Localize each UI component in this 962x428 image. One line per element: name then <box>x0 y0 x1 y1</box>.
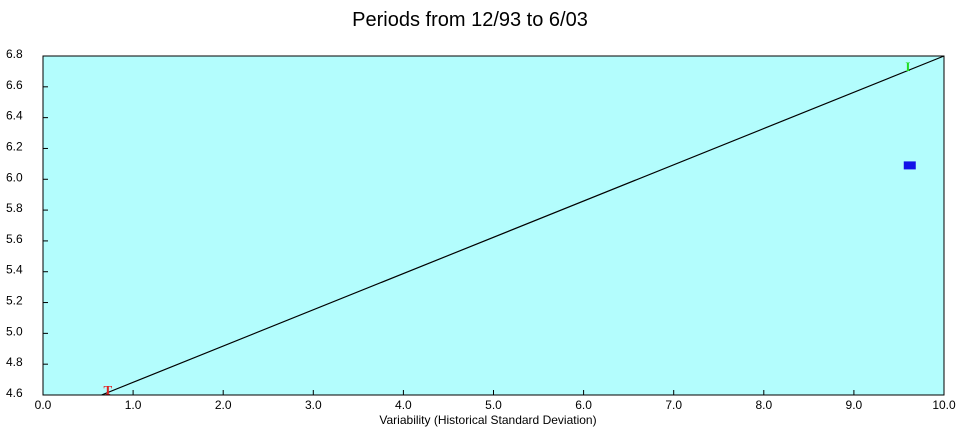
x-tick-label: 2.0 <box>215 398 232 412</box>
x-axis-label: Variability (Historical Standard Deviati… <box>379 413 596 427</box>
y-tick-label: 6.2 <box>6 139 23 153</box>
x-tick-label: 7.0 <box>665 398 682 412</box>
y-tick-label: 6.8 <box>6 47 23 61</box>
y-tick-label: 6.6 <box>6 78 23 92</box>
x-tick-label: 5.0 <box>485 398 502 412</box>
x-tick-label: 8.0 <box>755 398 772 412</box>
y-tick-label: 5.6 <box>6 232 23 246</box>
series-layer: TI <box>101 55 945 397</box>
x-tick-label: 10.0 <box>932 398 956 412</box>
reference-line <box>101 55 945 396</box>
chart-title: Periods from 12/93 to 6/03 <box>352 9 588 31</box>
data-point-t: T <box>104 382 113 397</box>
y-tick-label: 6.4 <box>6 109 23 123</box>
y-tick-label: 6.0 <box>6 170 23 184</box>
plot-area <box>42 55 945 396</box>
y-axis: 4.6 4.8 5.0 5.2 5.4 5.6 5.8 6.0 6.2 6.4 6.6 6.8 <box>6 47 48 400</box>
y-tick-label: 4.8 <box>6 355 23 369</box>
x-tick-label: 6.0 <box>575 398 592 412</box>
x-tick-label: 3.0 <box>305 398 322 412</box>
y-tick-label: 5.2 <box>6 294 23 308</box>
x-tick-label: 1.0 <box>125 398 142 412</box>
x-axis: 0.0 1.0 2.0 3.0 4.0 5.0 6.0 7.0 8.0 9.0 10.0 <box>35 390 956 412</box>
y-tick-label: 5.4 <box>6 263 23 277</box>
data-point-square <box>903 161 916 170</box>
x-tick-label: 4.0 <box>395 398 412 412</box>
y-tick-label: 5.0 <box>6 324 23 338</box>
x-tick-label: 9.0 <box>846 398 863 412</box>
x-tick-label: 0.0 <box>35 398 52 412</box>
data-point-i: I <box>905 59 910 74</box>
y-tick-label: 5.8 <box>6 201 23 215</box>
y-tick-label: 4.6 <box>6 386 23 400</box>
